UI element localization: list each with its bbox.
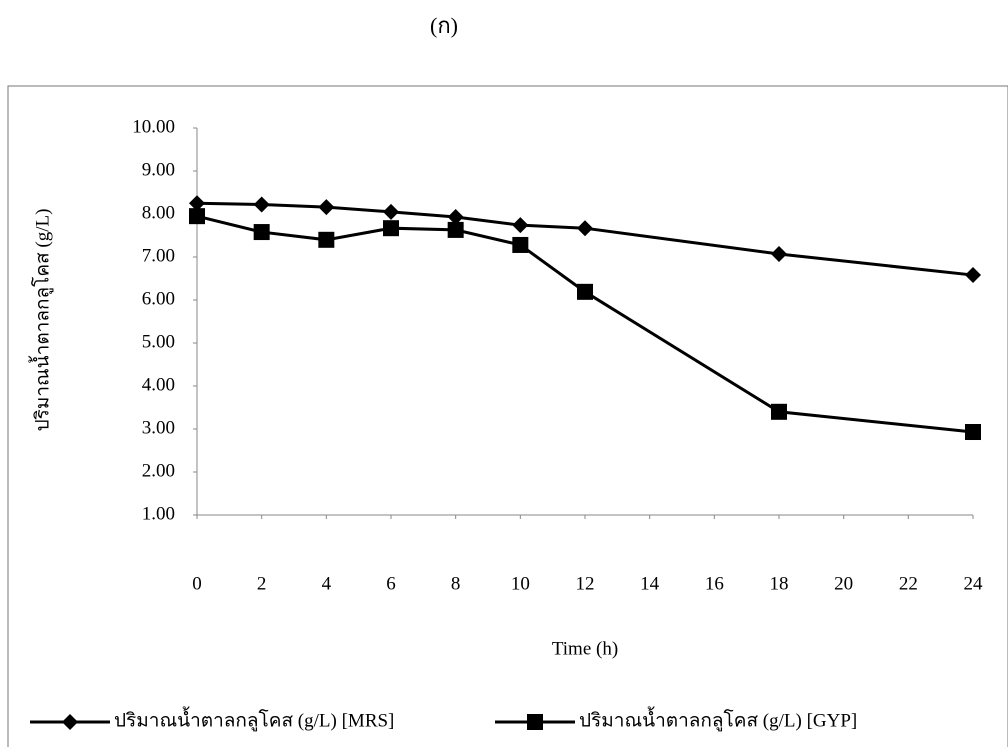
data-point — [577, 220, 593, 237]
y-tick-label: 3.00 — [142, 417, 175, 438]
data-point — [512, 236, 529, 253]
legend-marker — [62, 714, 78, 730]
data-point — [512, 217, 529, 234]
x-tick-label: 24 — [964, 573, 984, 594]
x-tick-label: 12 — [576, 573, 595, 594]
x-axis-title: Time (h) — [552, 638, 618, 659]
y-tick-label: 8.00 — [142, 202, 175, 223]
x-tick-label: 2 — [257, 573, 267, 594]
y-tick-label: 1.00 — [142, 503, 175, 524]
data-point — [383, 220, 399, 237]
y-tick-label: 2.00 — [142, 460, 175, 481]
data-point — [965, 267, 981, 284]
series-line — [196, 214, 974, 434]
y-tick-label: 10.00 — [132, 116, 175, 137]
y-tick-label: 6.00 — [142, 288, 175, 309]
x-tick-label: 4 — [322, 573, 332, 594]
y-tick-label: 5.00 — [142, 331, 175, 352]
x-tick-label: 20 — [834, 573, 853, 594]
data-point — [771, 403, 787, 420]
x-tick-label: 16 — [705, 573, 724, 594]
chart-title: (ก) — [430, 13, 458, 38]
x-tick-label: 18 — [770, 573, 789, 594]
data-point — [318, 199, 335, 216]
legend-label: ปริมาณน้ำตาลกลูโคส (g/L) [MRS] — [114, 706, 394, 731]
y-tick-label: 7.00 — [142, 245, 175, 266]
y-tick-label: 9.00 — [142, 159, 175, 180]
x-tick-label: 22 — [899, 573, 918, 594]
data-point — [253, 196, 270, 213]
x-tick-label: 10 — [511, 573, 530, 594]
legend-label: ปริมาณน้ำตาลกลูโคส (g/L) [GYP] — [579, 706, 857, 731]
data-point — [383, 203, 399, 220]
y-axis-title: ปริมาณน้ำตาลกลูโคส (g/L) — [28, 209, 53, 432]
y-tick-label: 4.00 — [142, 374, 175, 395]
data-point — [253, 224, 270, 241]
data-point — [189, 195, 205, 212]
data-point — [577, 283, 593, 300]
data-point — [965, 424, 981, 441]
x-tick-label: 8 — [451, 573, 461, 594]
data-point — [318, 231, 335, 248]
data-point — [189, 208, 205, 225]
x-tick-label: 6 — [386, 573, 396, 594]
x-tick-label: 14 — [640, 573, 660, 594]
data-point — [447, 209, 464, 226]
legend-marker — [527, 714, 543, 730]
x-tick-label: 0 — [192, 573, 202, 594]
data-point — [771, 245, 787, 262]
data-point — [447, 221, 464, 238]
chart-frame — [7, 85, 1008, 752]
